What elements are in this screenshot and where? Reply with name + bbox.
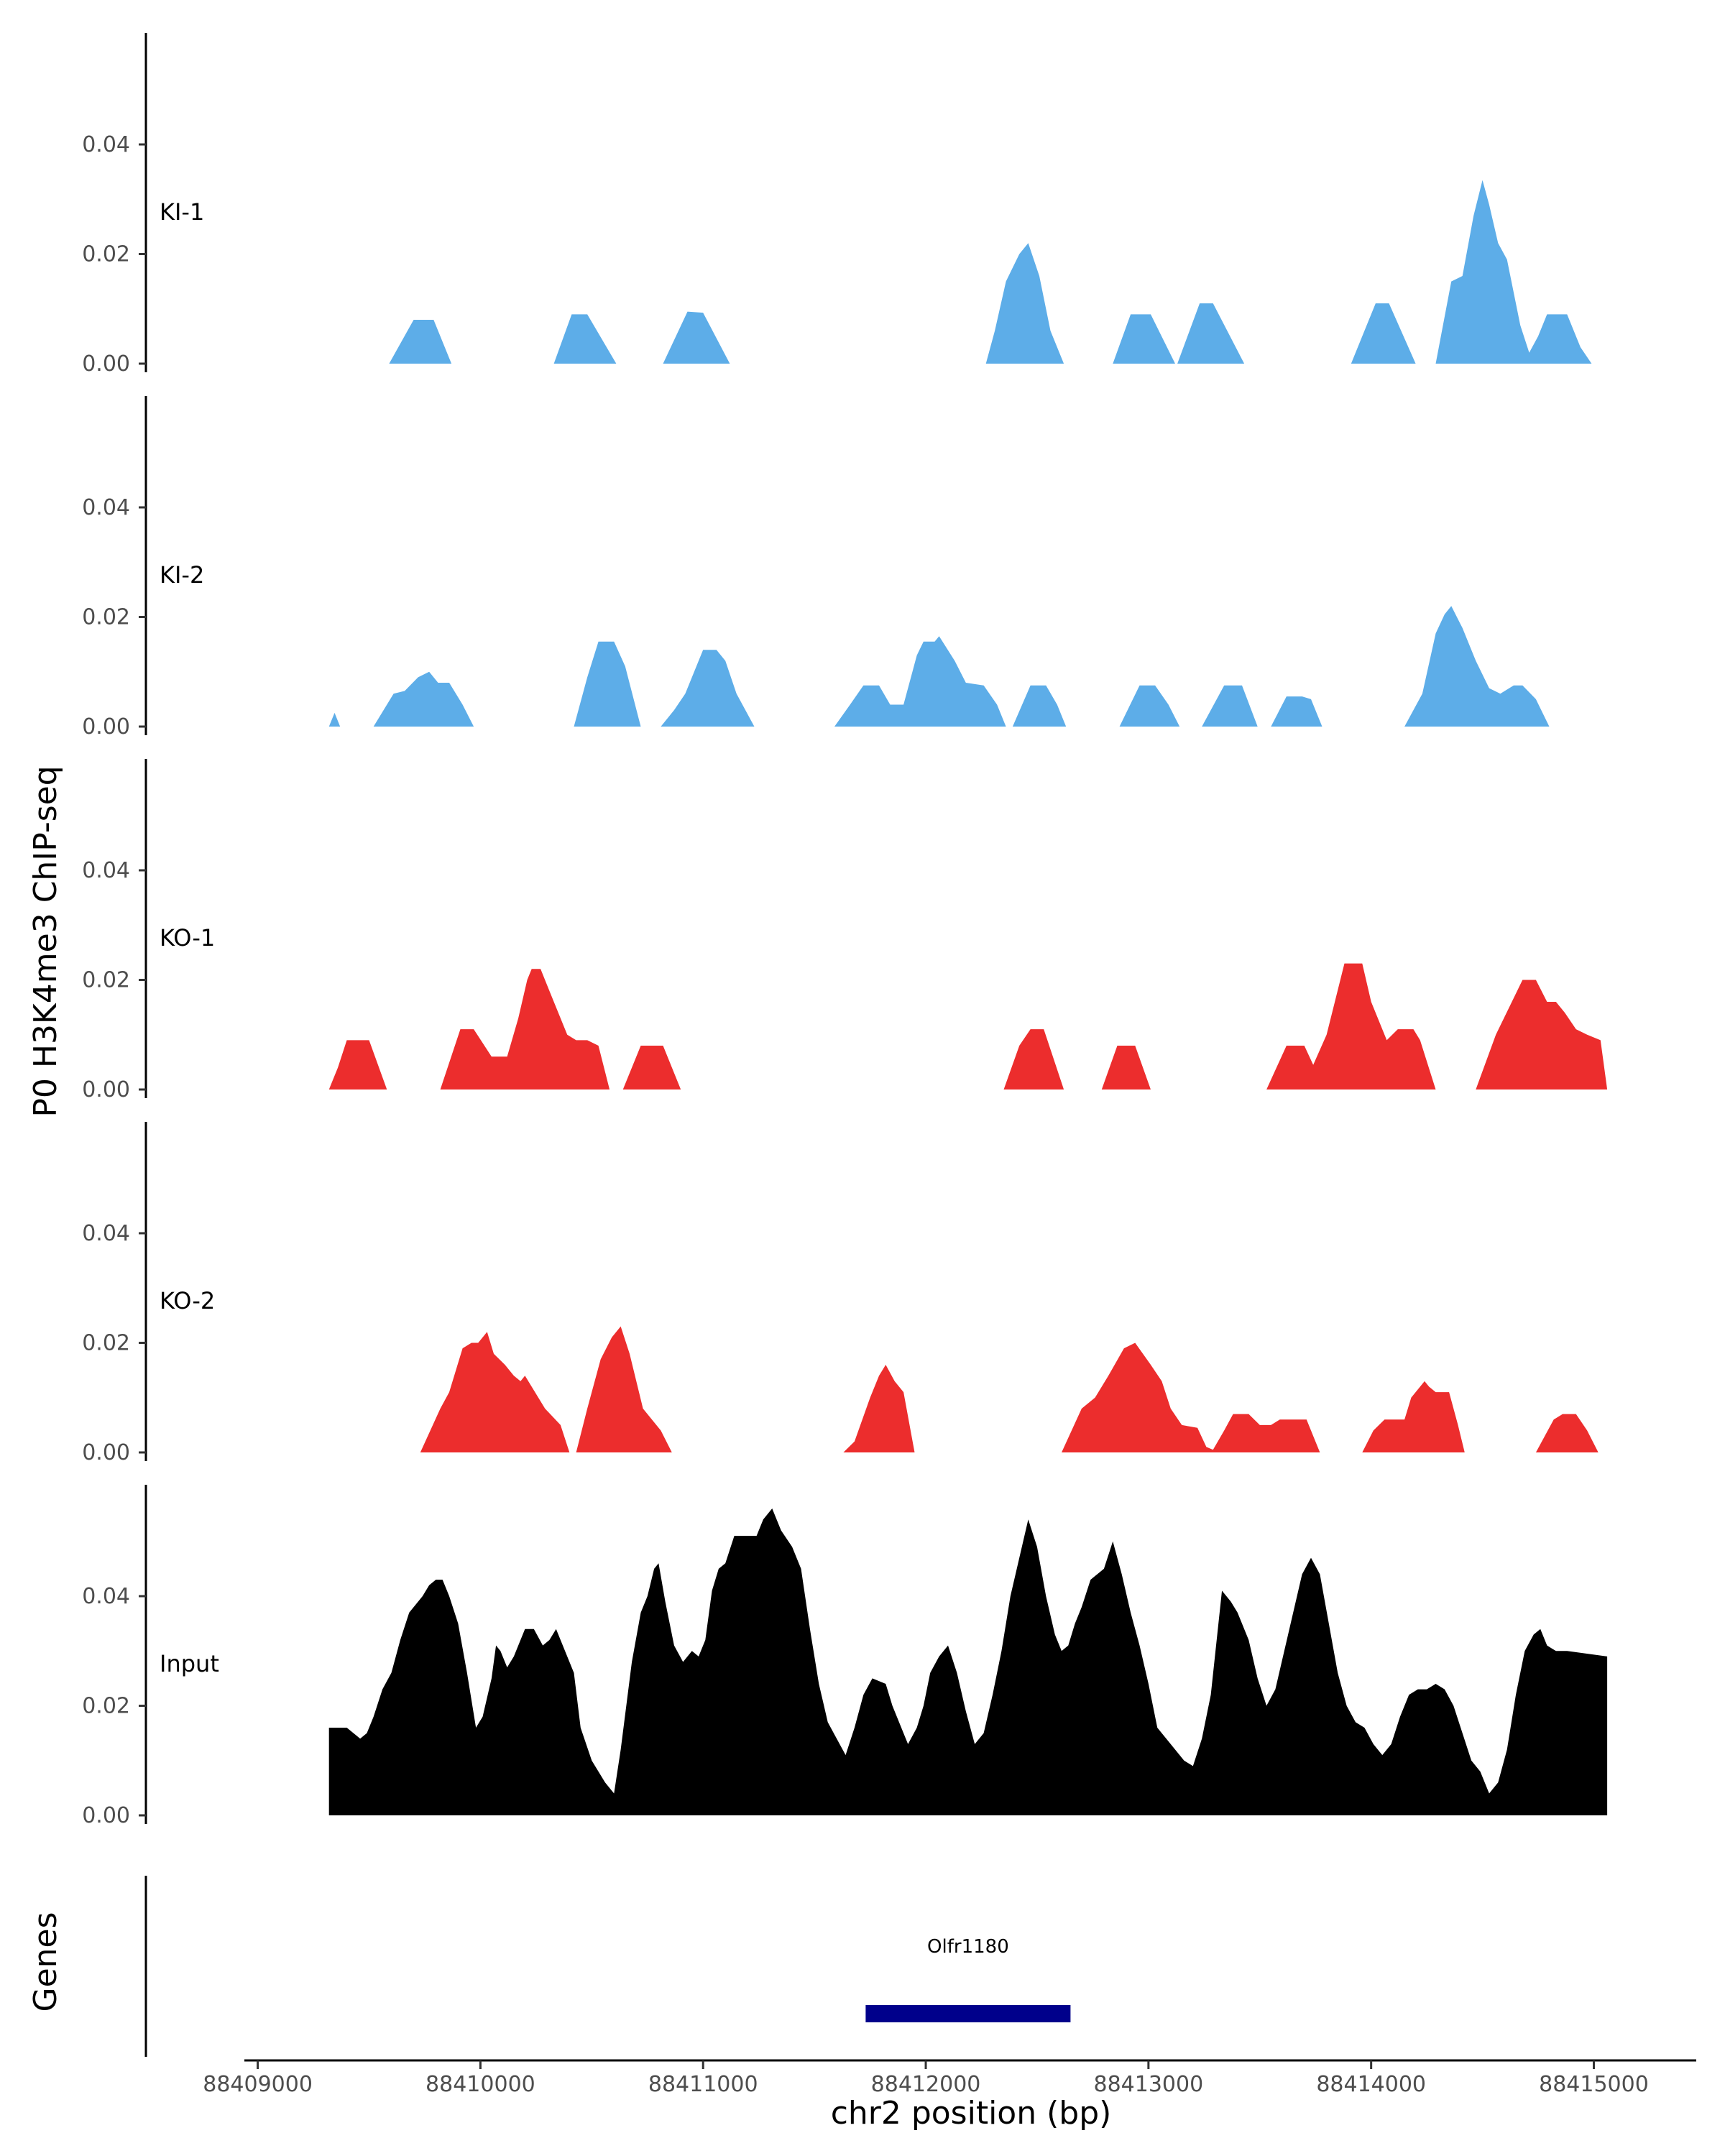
y-tick-label: 0.02 bbox=[82, 968, 130, 993]
track-label: KO-1 bbox=[160, 924, 215, 952]
track-label: Input bbox=[160, 1650, 219, 1677]
y-tick-label: 0.02 bbox=[82, 1694, 130, 1719]
y-tick-label: 0.02 bbox=[82, 605, 130, 630]
x-tick-label: 88410000 bbox=[426, 2072, 535, 2097]
signal-area bbox=[328, 606, 1550, 727]
y-tick-label: 0.00 bbox=[82, 1077, 130, 1102]
track-label: KI-2 bbox=[160, 561, 204, 589]
gene-label: Olfr1180 bbox=[927, 1936, 1009, 1958]
y-tick-label: 0.04 bbox=[82, 1584, 130, 1609]
track-label: KO-2 bbox=[160, 1287, 215, 1314]
genes-axis-title: Genes bbox=[27, 1912, 64, 2012]
x-tick-label: 88414000 bbox=[1316, 2072, 1426, 2097]
y-tick-label: 0.04 bbox=[82, 858, 130, 883]
y-tick-label: 0.00 bbox=[82, 714, 130, 740]
track-ko-1: 0.00 0.02 0.04 KO-1 bbox=[82, 759, 1608, 1102]
y-tick-label: 0.04 bbox=[82, 1221, 130, 1246]
tracks-layer: 0.00 0.02 0.04 KI-1 0.00 0.02 0.04 KI-2 0.00 0.02… bbox=[82, 33, 1608, 1828]
x-axis-title: chr2 position (bp) bbox=[831, 2095, 1112, 2132]
x-tick-label: 88415000 bbox=[1539, 2072, 1649, 2097]
y-tick-label: 0.00 bbox=[82, 351, 130, 377]
track-ko-2: 0.00 0.02 0.04 KO-2 bbox=[82, 1122, 1598, 1465]
x-tick-label: 88412000 bbox=[871, 2072, 981, 2097]
signal-area bbox=[389, 180, 1592, 364]
signal-area bbox=[328, 963, 1608, 1089]
gene-olfr1180: Olfr1180 bbox=[865, 1936, 1071, 2022]
genes-panel: Olfr1180 bbox=[144, 1876, 1071, 2057]
gene-body bbox=[865, 2005, 1071, 2022]
x-axis: 88409000 88410000 88411000 88412000 88413000… bbox=[203, 2059, 1696, 2097]
y-tick-label: 0.00 bbox=[82, 1803, 130, 1828]
track-ki-1: 0.00 0.02 0.04 KI-1 bbox=[82, 33, 1592, 377]
x-tick-label: 88409000 bbox=[203, 2072, 313, 2097]
y-tick-label: 0.02 bbox=[82, 242, 130, 267]
track-label: KI-1 bbox=[160, 198, 204, 226]
y-tick-label: 0.04 bbox=[82, 132, 130, 157]
x-tick-label: 88411000 bbox=[648, 2072, 758, 2097]
y-tick-label: 0.04 bbox=[82, 495, 130, 520]
signal-area bbox=[420, 1326, 1598, 1452]
y-tick-label: 0.02 bbox=[82, 1331, 130, 1356]
track-ki-2: 0.00 0.02 0.04 KI-2 bbox=[82, 396, 1550, 740]
track-input: 0.00 0.02 0.04 Input bbox=[82, 1485, 1608, 1828]
y-tick-label: 0.00 bbox=[82, 1440, 130, 1465]
x-tick-label: 88413000 bbox=[1094, 2072, 1204, 2097]
signal-area bbox=[328, 1508, 1608, 1815]
y-axis-title: P0 H3K4me3 ChIP-seq bbox=[27, 765, 64, 1117]
